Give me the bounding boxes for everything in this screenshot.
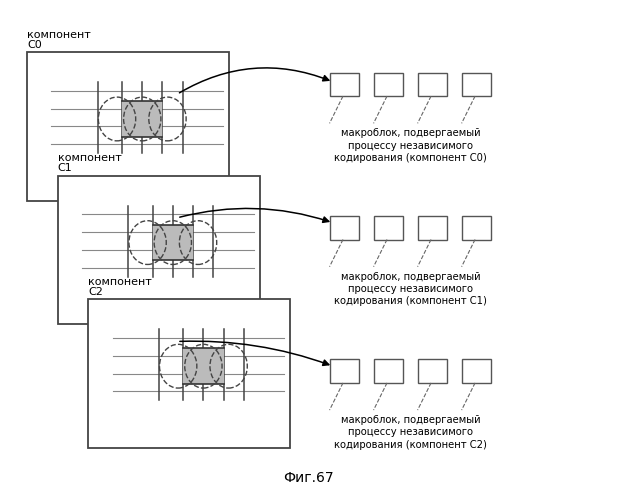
FancyArrowPatch shape <box>180 208 329 222</box>
Bar <box>330 360 359 383</box>
Text: компонент: компонент <box>27 30 91 40</box>
Bar <box>374 216 403 240</box>
Text: макроблок, подвергаемый
процессу независимого
кодирования (компонент C2): макроблок, подвергаемый процессу независ… <box>334 415 487 450</box>
Bar <box>152 225 193 260</box>
Bar <box>462 216 491 240</box>
FancyArrowPatch shape <box>180 68 329 93</box>
Bar <box>88 300 290 448</box>
FancyArrowPatch shape <box>180 341 329 365</box>
Bar <box>122 101 162 137</box>
Text: компонент: компонент <box>88 277 152 287</box>
Bar <box>462 72 491 96</box>
Bar <box>183 348 223 384</box>
Bar <box>418 72 447 96</box>
Bar <box>330 72 359 96</box>
Bar <box>462 360 491 383</box>
Text: C2: C2 <box>88 287 103 297</box>
Bar <box>27 52 229 201</box>
Text: компонент: компонент <box>58 154 122 164</box>
Bar <box>418 360 447 383</box>
Text: C1: C1 <box>58 164 73 173</box>
Bar <box>374 360 403 383</box>
Bar <box>374 72 403 96</box>
Bar <box>58 176 260 324</box>
Text: макроблок, подвергаемый
процессу независимого
кодирования (компонент C1): макроблок, подвергаемый процессу независ… <box>334 272 487 306</box>
Text: Фиг.67: Фиг.67 <box>283 471 334 485</box>
Text: C0: C0 <box>27 40 42 50</box>
Text: макроблок, подвергаемый
процессу независимого
кодирования (компонент C0): макроблок, подвергаемый процессу независ… <box>334 128 487 163</box>
Bar <box>418 216 447 240</box>
Bar <box>330 216 359 240</box>
